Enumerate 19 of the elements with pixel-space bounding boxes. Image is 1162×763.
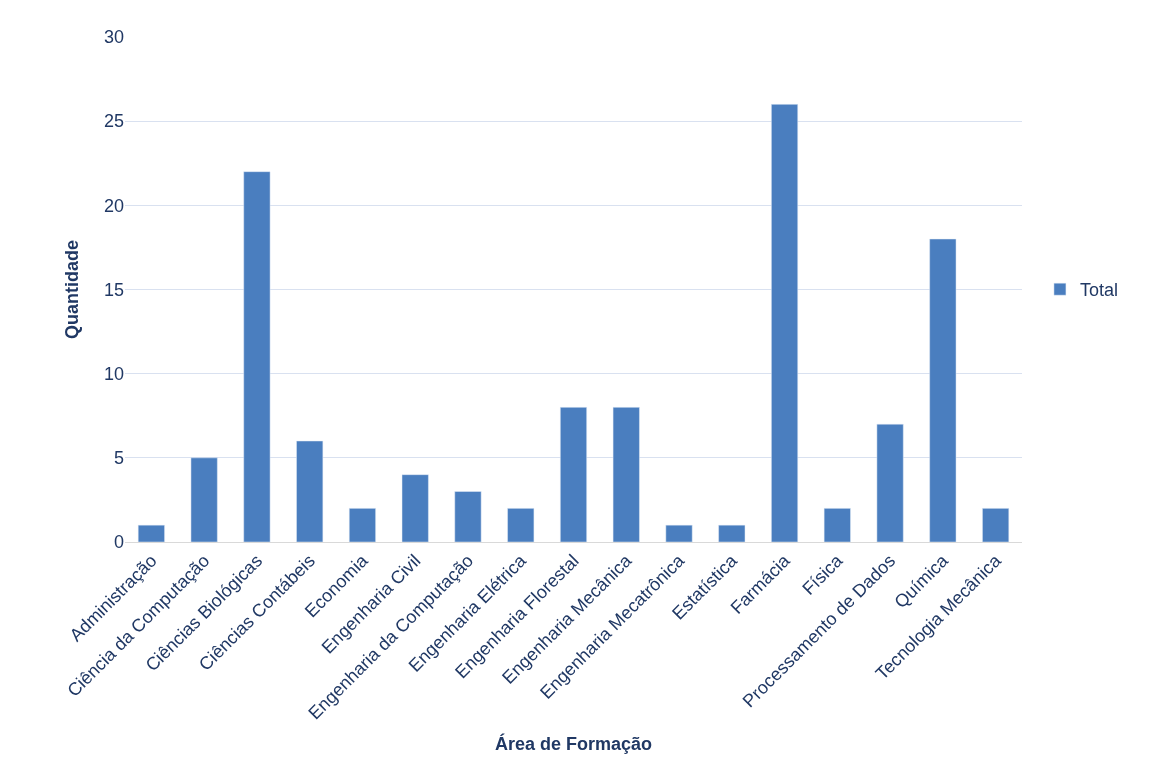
bar	[349, 508, 376, 542]
y-tick-label: 25	[103, 111, 124, 132]
y-tick-label: 30	[103, 27, 124, 48]
bar	[454, 491, 482, 542]
y-tick-label: 10	[103, 363, 124, 384]
y-tick-label: 15	[103, 279, 124, 300]
y-tick-label: 0	[113, 532, 124, 553]
bar	[665, 524, 693, 542]
y-axis-title: Quantidade	[62, 239, 83, 340]
bar	[982, 508, 1010, 542]
y-tick-label: 20	[103, 195, 124, 216]
bar	[401, 474, 429, 542]
bar	[507, 508, 535, 542]
legend-label: Total	[1079, 280, 1118, 301]
x-axis-title: Área de Formação	[494, 733, 653, 755]
bar	[823, 508, 851, 542]
bar	[137, 524, 165, 542]
y-tick-label: 5	[113, 448, 124, 469]
bar	[718, 524, 746, 542]
